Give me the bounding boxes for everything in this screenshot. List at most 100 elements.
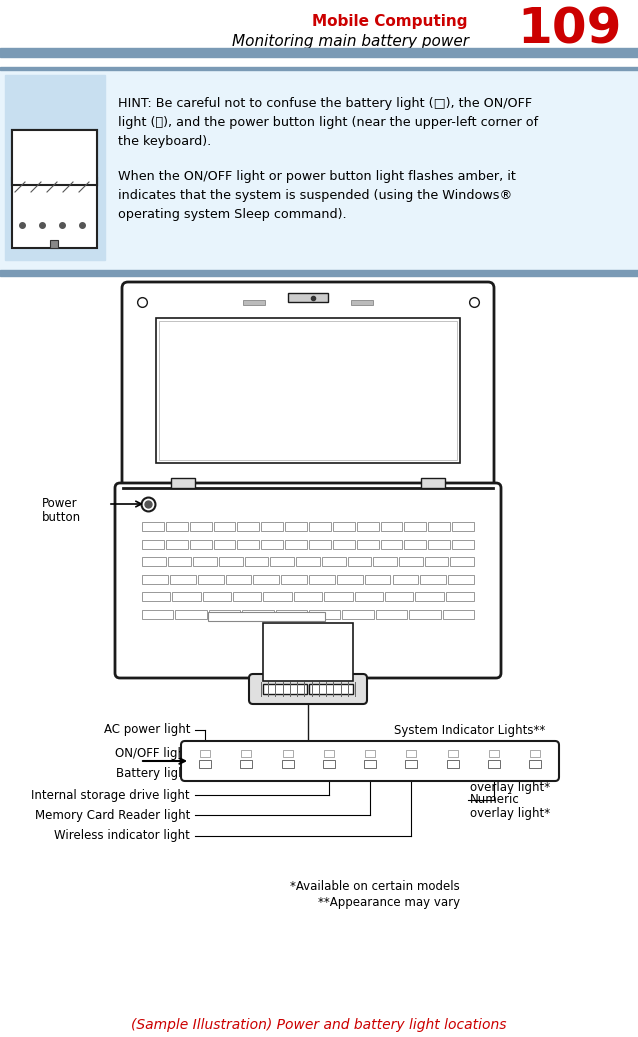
Bar xyxy=(309,684,353,694)
Bar xyxy=(168,557,191,566)
Bar xyxy=(237,522,259,531)
Bar xyxy=(159,321,457,460)
Bar xyxy=(428,539,450,549)
Bar xyxy=(294,592,322,601)
Bar xyxy=(355,592,383,601)
Bar xyxy=(0,71,638,270)
Bar xyxy=(296,557,320,566)
Bar xyxy=(324,592,353,601)
Bar xyxy=(262,522,283,531)
Bar xyxy=(448,574,474,584)
Bar xyxy=(0,48,638,57)
Bar xyxy=(283,750,292,757)
Bar xyxy=(263,684,307,694)
Bar xyxy=(530,750,540,757)
Bar xyxy=(447,750,457,757)
Bar xyxy=(233,592,262,601)
Bar xyxy=(198,574,223,584)
Bar xyxy=(203,592,231,601)
Bar xyxy=(309,574,335,584)
Text: operating system Sleep command).: operating system Sleep command). xyxy=(118,208,346,221)
Bar xyxy=(365,750,375,757)
Bar xyxy=(142,557,166,566)
Bar xyxy=(189,522,212,531)
Bar xyxy=(241,760,252,768)
Text: button: button xyxy=(42,511,81,524)
Bar xyxy=(406,750,416,757)
Bar xyxy=(405,760,417,768)
Bar xyxy=(0,270,638,276)
Bar xyxy=(263,623,353,681)
Bar xyxy=(309,522,331,531)
Bar xyxy=(351,300,373,305)
Bar xyxy=(243,300,265,305)
Bar xyxy=(12,130,97,185)
Bar xyxy=(156,318,460,463)
Bar xyxy=(399,557,422,566)
Bar xyxy=(12,178,97,248)
Text: indicates that the system is suspended (using the Windows®: indicates that the system is suspended (… xyxy=(118,189,512,202)
Bar xyxy=(5,75,105,260)
Bar xyxy=(245,557,269,566)
Bar xyxy=(171,478,195,488)
Bar xyxy=(263,592,292,601)
Bar xyxy=(365,574,390,584)
Bar xyxy=(425,557,449,566)
Bar xyxy=(237,539,259,549)
Text: Numeric: Numeric xyxy=(470,793,520,806)
Bar xyxy=(193,557,217,566)
Text: overlay light*: overlay light* xyxy=(470,781,550,794)
Text: Wireless indicator light: Wireless indicator light xyxy=(54,830,190,842)
Text: Cursor: Cursor xyxy=(470,753,509,766)
Text: HINT: Be careful not to confuse the battery light (□), the ON/OFF: HINT: Be careful not to confuse the batt… xyxy=(118,97,532,110)
Bar xyxy=(392,574,419,584)
Bar xyxy=(357,539,378,549)
Bar xyxy=(285,522,307,531)
Bar xyxy=(376,610,407,618)
Bar xyxy=(50,240,58,248)
Text: AC power light: AC power light xyxy=(103,724,190,736)
Bar xyxy=(219,557,243,566)
Bar xyxy=(333,522,355,531)
Bar xyxy=(253,574,279,584)
Bar xyxy=(170,574,196,584)
Bar xyxy=(404,539,426,549)
Bar xyxy=(323,760,335,768)
Bar xyxy=(285,539,307,549)
Text: Mobile Computing: Mobile Computing xyxy=(313,15,468,29)
Text: When the ON/OFF light or power button light flashes amber, it: When the ON/OFF light or power button li… xyxy=(118,170,516,183)
Bar xyxy=(364,760,376,768)
Bar xyxy=(166,522,188,531)
Bar xyxy=(489,750,499,757)
Bar xyxy=(241,750,251,757)
Text: ON/OFF light: ON/OFF light xyxy=(115,747,190,759)
FancyBboxPatch shape xyxy=(249,674,367,704)
Bar xyxy=(262,539,283,549)
Bar xyxy=(404,522,426,531)
Bar xyxy=(288,293,328,302)
Bar xyxy=(172,592,201,601)
Bar xyxy=(142,539,164,549)
Bar xyxy=(443,610,474,618)
Bar xyxy=(385,592,413,601)
FancyBboxPatch shape xyxy=(181,741,559,781)
Bar xyxy=(142,522,164,531)
Bar xyxy=(381,539,403,549)
Bar xyxy=(373,557,397,566)
Text: the keyboard).: the keyboard). xyxy=(118,135,211,148)
Bar xyxy=(333,539,355,549)
Bar xyxy=(142,592,170,601)
Bar xyxy=(529,760,541,768)
Text: Monitoring main battery power: Monitoring main battery power xyxy=(232,34,468,49)
Text: Power: Power xyxy=(42,497,78,510)
Text: **Appearance may vary: **Appearance may vary xyxy=(318,896,460,909)
Bar xyxy=(452,522,474,531)
Bar xyxy=(487,760,500,768)
Text: (Sample Illustration) Power and battery light locations: (Sample Illustration) Power and battery … xyxy=(131,1018,507,1032)
Bar xyxy=(357,522,378,531)
Text: *Available on certain models: *Available on certain models xyxy=(290,880,460,893)
Text: System Indicator Lights**: System Indicator Lights** xyxy=(394,724,545,737)
Bar xyxy=(348,557,371,566)
Bar xyxy=(445,592,474,601)
Bar xyxy=(214,539,235,549)
